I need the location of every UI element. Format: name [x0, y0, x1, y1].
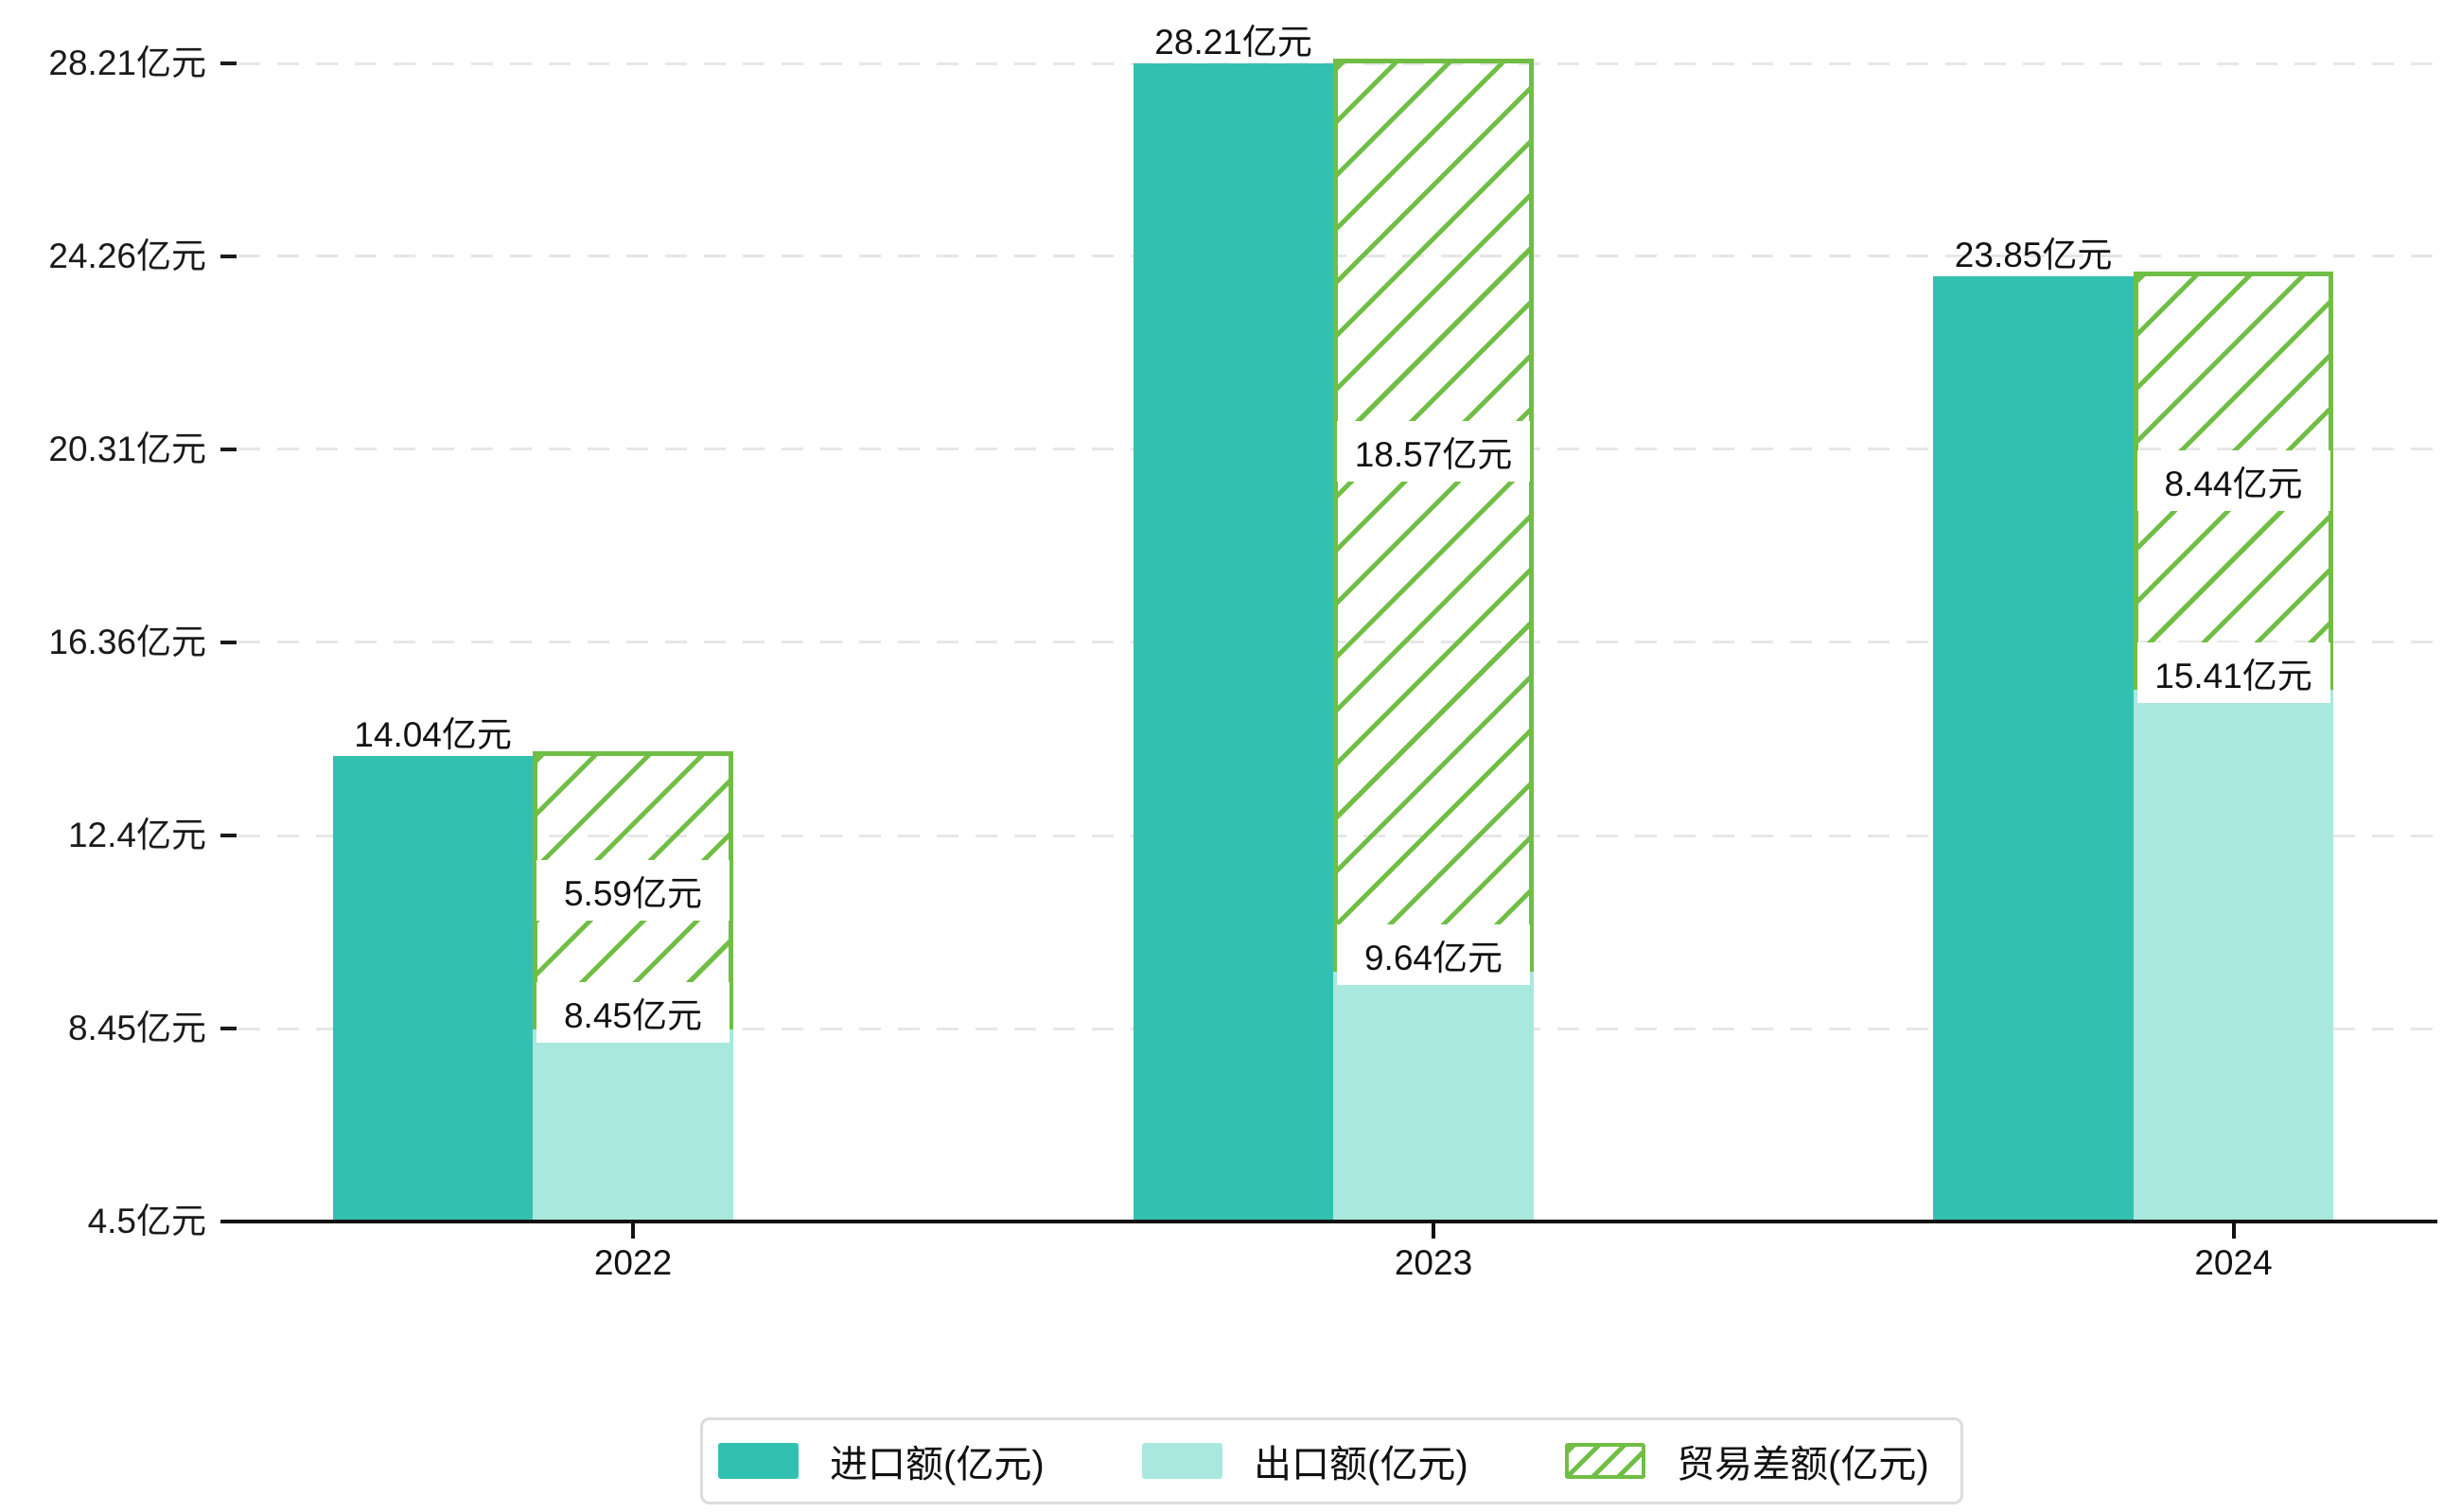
y-tick-mark: [220, 447, 237, 451]
export-swatch-icon: [1142, 1443, 1222, 1479]
y-tick-label: 24.26亿元: [48, 236, 206, 275]
legend-label-trade-balance: 贸易差额(亿元): [1677, 1444, 1929, 1486]
y-tick-mark: [220, 62, 237, 65]
import-value-label: 14.04亿元: [354, 714, 512, 754]
legend-label-export: 出口额(亿元): [1254, 1444, 1468, 1486]
y-tick-mark: [220, 640, 237, 644]
x-tick-mark: [631, 1223, 635, 1239]
trade-balance-bar: [1333, 59, 1534, 972]
trade-balance-value-label: 8.44亿元: [2136, 449, 2330, 511]
import-bar: [332, 755, 534, 1221]
x-tick-label: 2023: [1394, 1243, 1473, 1282]
export-value-label: 8.45亿元: [536, 982, 730, 1044]
y-tick-label: 4.5亿元: [87, 1202, 206, 1240]
legend-item-import: 进口额(亿元): [718, 1420, 1045, 1502]
x-tick-mark: [1432, 1223, 1435, 1239]
legend-item-export: 出口额(亿元): [1142, 1420, 1468, 1502]
legend-label-import: 进口额(亿元): [830, 1444, 1045, 1486]
x-tick-label: 2024: [2194, 1243, 2273, 1282]
trade-balance-value-label: 18.57亿元: [1337, 421, 1530, 482]
export-bar: [1333, 970, 1534, 1221]
export-value-label: 9.64亿元: [1337, 923, 1530, 985]
x-tick-label: 2022: [593, 1243, 673, 1282]
trade-balance-value-label: 5.59亿元: [536, 859, 730, 921]
import-value-label: 28.21亿元: [1154, 23, 1312, 62]
y-tick-mark: [220, 1027, 237, 1031]
y-tick-label: 20.31亿元: [48, 429, 206, 468]
trade-balance-hatch-swatch-icon: [1565, 1443, 1645, 1479]
import-value-label: 23.85亿元: [1954, 236, 2113, 275]
y-tick-label: 8.45亿元: [67, 1009, 206, 1048]
y-tick-label: 28.21亿元: [48, 44, 206, 82]
export-value-label: 15.41亿元: [2136, 642, 2330, 703]
export-bar: [533, 1029, 733, 1221]
y-tick-label: 16.36亿元: [48, 622, 206, 661]
y-tick-mark: [220, 254, 237, 258]
y-tick-label: 12.4亿元: [67, 816, 206, 855]
legend: 进口额(亿元) 出口额(亿元) 贸易差额(亿元): [700, 1417, 1963, 1504]
export-bar: [2133, 688, 2334, 1221]
import-bar: [1933, 276, 2134, 1221]
legend-item-trade-balance: 贸易差额(亿元): [1565, 1420, 1929, 1502]
import-bar: [1133, 63, 1334, 1221]
import-swatch-icon: [718, 1443, 799, 1479]
y-tick-mark: [220, 834, 237, 838]
x-axis-line: [220, 1220, 2437, 1223]
x-tick-mark: [2231, 1223, 2236, 1239]
